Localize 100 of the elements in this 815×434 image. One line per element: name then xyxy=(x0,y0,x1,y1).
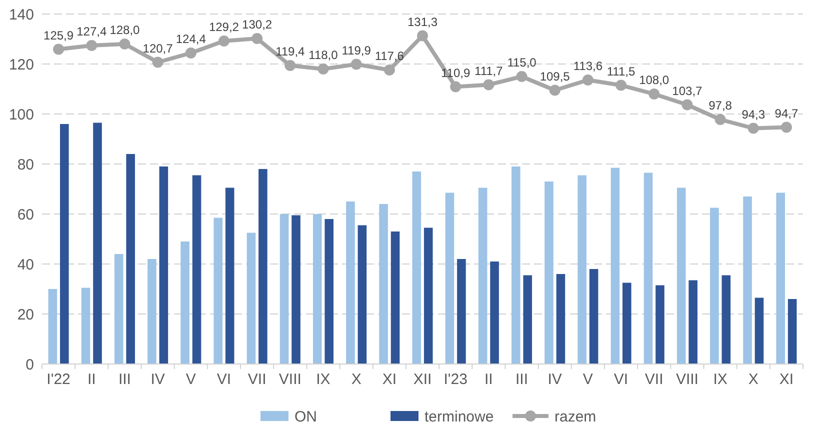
data-label: 130,2 xyxy=(242,18,272,32)
point xyxy=(616,80,627,91)
point xyxy=(384,64,395,76)
x-tick-label: X xyxy=(351,371,362,388)
bar xyxy=(390,232,400,364)
bar xyxy=(589,269,598,364)
x-tick-label: IV xyxy=(548,371,562,388)
x-tick-label: VI xyxy=(216,371,232,388)
x-tick-label: I'23 xyxy=(444,371,468,388)
y-tick-label: 0 xyxy=(26,356,34,374)
point xyxy=(780,122,792,133)
data-label: 124,4 xyxy=(176,32,206,46)
point xyxy=(450,81,462,92)
data-label: 120,7 xyxy=(142,41,174,56)
x-tick-label: VII xyxy=(644,371,664,388)
bar xyxy=(676,188,686,364)
point xyxy=(682,99,693,110)
x-tick-label: IX xyxy=(316,371,330,388)
data-label: 119,4 xyxy=(276,44,306,58)
bar xyxy=(578,175,586,364)
bar xyxy=(610,168,620,364)
y-tick-label: 100 xyxy=(8,106,34,124)
point xyxy=(714,114,726,125)
bar xyxy=(710,208,719,364)
data-label: 125,9 xyxy=(44,28,74,42)
point xyxy=(516,71,528,82)
y-tick-label: 20 xyxy=(17,306,34,324)
x-tick-label: X xyxy=(748,371,758,388)
bar xyxy=(722,275,731,364)
bar xyxy=(556,274,566,364)
x-tick-label: VIII xyxy=(278,371,302,388)
bar xyxy=(214,218,223,364)
point xyxy=(582,74,594,86)
legend-label: ON xyxy=(294,408,317,426)
point xyxy=(483,79,494,90)
bar xyxy=(523,275,532,364)
bar xyxy=(81,288,90,364)
legend-label: terminowe xyxy=(424,408,494,426)
bar xyxy=(258,169,268,364)
bar xyxy=(346,202,355,364)
point xyxy=(417,30,428,42)
data-label: 111,7 xyxy=(474,64,504,78)
bar xyxy=(48,289,58,364)
bar xyxy=(776,192,785,364)
bar xyxy=(312,214,322,364)
bar xyxy=(148,259,156,364)
bar xyxy=(225,188,234,364)
bar xyxy=(192,175,202,364)
bar xyxy=(280,214,289,364)
point xyxy=(119,38,130,50)
data-label: 108,0 xyxy=(639,73,670,87)
bar xyxy=(292,215,300,364)
point xyxy=(350,58,362,70)
data-label: 109,5 xyxy=(540,69,570,84)
y-tick-label: 40 xyxy=(17,256,34,274)
x-tick-label: IX xyxy=(713,371,728,388)
x-tick-label: III xyxy=(516,371,528,388)
bar xyxy=(180,242,190,364)
bar xyxy=(246,232,256,364)
bar xyxy=(60,124,69,364)
point xyxy=(218,36,230,46)
data-label: 94,7 xyxy=(774,106,798,120)
bar xyxy=(457,259,466,364)
y-tick-label: 80 xyxy=(17,156,34,174)
x-tick-label: V xyxy=(582,371,593,388)
bar xyxy=(644,172,653,364)
data-label: 127,4 xyxy=(76,24,107,38)
bar xyxy=(490,262,499,364)
bar xyxy=(412,172,422,364)
x-tick-label: XI xyxy=(779,371,794,388)
point xyxy=(185,48,196,58)
x-tick-label: VII xyxy=(248,371,266,388)
bar xyxy=(114,254,124,364)
x-tick-label: VI xyxy=(614,371,628,388)
y-tick-label: 120 xyxy=(8,56,34,74)
data-label: 118,0 xyxy=(308,48,338,62)
point xyxy=(86,40,98,51)
y-tick-label: 60 xyxy=(17,206,34,224)
data-label: 117,6 xyxy=(374,49,404,63)
bar xyxy=(544,182,554,364)
data-label: 97,8 xyxy=(708,98,732,112)
data-label: 131,3 xyxy=(407,14,438,29)
bar xyxy=(159,166,168,364)
bar xyxy=(126,154,135,364)
x-tick-label: VIII xyxy=(676,371,698,388)
x-tick-label: III xyxy=(118,371,131,388)
bar xyxy=(478,188,488,364)
point xyxy=(252,33,263,44)
x-tick-label: I'22 xyxy=(46,371,70,388)
data-label: 94,3 xyxy=(742,107,766,122)
data-label: 119,9 xyxy=(342,43,372,58)
x-tick-label: XII xyxy=(413,371,432,388)
point xyxy=(648,88,660,100)
data-label: 113,6 xyxy=(573,59,603,73)
bar xyxy=(788,299,797,364)
y-tick-label: 140 xyxy=(8,6,34,24)
point xyxy=(318,64,329,74)
bar xyxy=(379,204,388,364)
x-tick-label: XI xyxy=(382,371,397,388)
bar xyxy=(688,280,698,364)
